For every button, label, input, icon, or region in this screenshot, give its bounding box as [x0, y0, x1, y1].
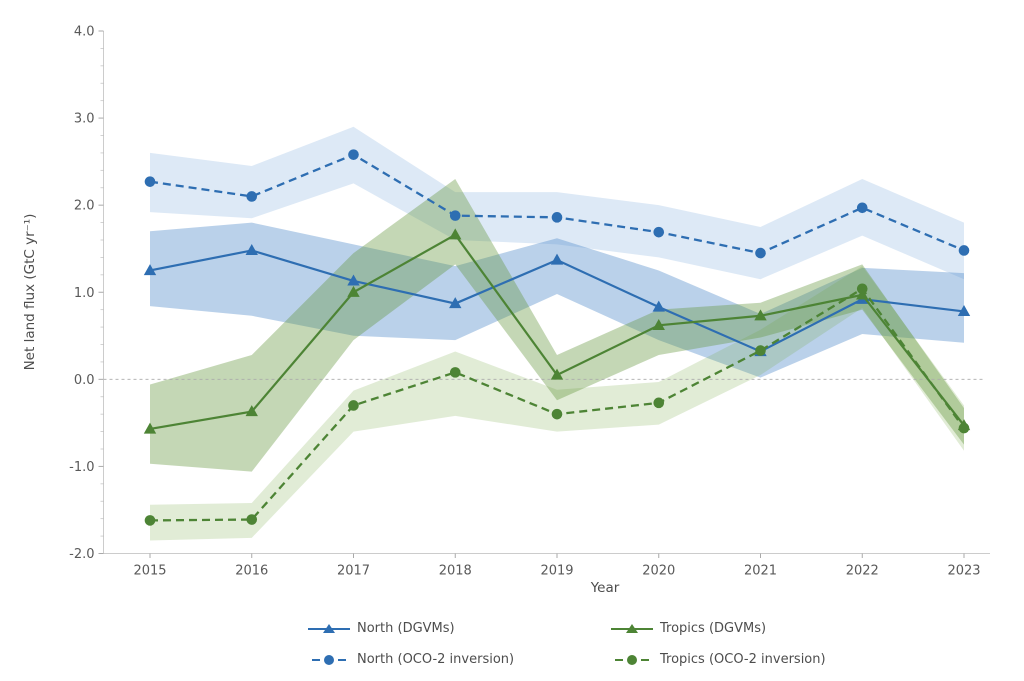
- legend-dash-icon: [615, 659, 623, 661]
- north-oco-2-inversion-point-2022: [856, 202, 868, 214]
- y-tick-label: 4.0: [74, 25, 95, 40]
- north-oco-2-inversion-point-2015: [144, 176, 156, 187]
- tropics-oco-2-inversion-point-2022: [856, 283, 868, 295]
- north-oco-2-inversion-point-2023: [958, 245, 970, 256]
- north-dgvms-point-2023: [957, 305, 971, 317]
- line-chart-plot-area: 4.0 3.0 2.0 1.0 0.0 -1.0 -2.0 2015 2016 2017 2018 2…: [22, 25, 990, 596]
- north-oco-2-inversion-point-2016: [246, 191, 258, 202]
- tropics-oco-2-inversion-point-2017: [348, 400, 359, 411]
- tropics-dgvms-point-2015: [143, 422, 157, 434]
- tropics-oco-2-inversion-point-2020: [653, 397, 665, 409]
- y-axis-title: Net land flux (GtC yr⁻¹): [22, 214, 38, 371]
- y-tick-label: 2.0: [74, 199, 95, 214]
- tropics-oco-2-inversion-point-2019: [551, 408, 563, 420]
- legend-triangle-marker-icon: [626, 624, 638, 633]
- legend-label-tropics-dgvms: Tropics (DGVMs): [660, 621, 767, 636]
- x-tick-label: 2016: [235, 564, 268, 579]
- legend-label-tropics-oco2-inversion: Tropics (OCO-2 inversion): [660, 652, 826, 667]
- x-tick-label: 2019: [540, 564, 573, 579]
- legend-circle-marker-icon: [627, 655, 637, 665]
- north-oco-2-inversion-point-2019: [551, 212, 563, 223]
- tropics-oco-2-inversion-point-2023: [958, 422, 970, 434]
- tropics-oco-2-inversion-point-2015: [144, 515, 156, 526]
- north-dgvms-point-2017: [347, 274, 360, 286]
- tropics-dgvms-point-2016: [245, 405, 258, 417]
- legend-item-tropics-oco2-inversion: Tropics (OCO-2 inversion): [611, 650, 826, 670]
- legend-circle-marker-icon: [324, 655, 334, 665]
- north-dgvms-point-2018: [449, 297, 462, 309]
- legend-dash-icon: [338, 659, 346, 661]
- north-dgvms-point-2019: [550, 253, 564, 265]
- tropics-dgvms-point-2019: [550, 368, 564, 380]
- tropics-oco-2-inversion-uncertainty-band: [150, 266, 964, 541]
- north-oco-2-inversion-point-2018: [449, 210, 461, 221]
- tropics-dgvms-point-2017: [347, 285, 360, 297]
- y-tick-label: -2.0: [69, 547, 94, 562]
- tropics-oco-2-inversion-point-2018: [449, 367, 461, 378]
- x-tick-label: 2018: [439, 564, 472, 579]
- legend-swatch-solid-line-triangle-icon: [308, 623, 350, 636]
- legend-item-tropics-dgvms: Tropics (DGVMs): [611, 619, 826, 639]
- x-tick-label: 2021: [744, 564, 777, 579]
- tropics-oco-2-inversion-point-2021: [755, 345, 766, 356]
- legend-item-north-oco2-inversion: North (OCO-2 inversion): [308, 650, 611, 670]
- y-tick-label: 1.0: [74, 286, 95, 301]
- x-axis-title: Year: [590, 580, 620, 596]
- legend-label-north-dgvms: North (DGVMs): [357, 621, 455, 636]
- tropics-oco-2-inversion-point-2016: [246, 514, 258, 525]
- north-dgvms-point-2020: [652, 300, 665, 312]
- x-tick-label: 2020: [642, 564, 675, 579]
- north-dgvms-point-2016: [245, 244, 258, 256]
- x-tick-label: 2022: [846, 564, 879, 579]
- legend-triangle-marker-icon: [323, 624, 335, 633]
- chart-legend: North (DGVMs) Tropics (DGVMs) North (OCO…: [308, 619, 826, 670]
- north-dgvms-uncertainty-band: [150, 222, 964, 378]
- north-oco-2-inversion-point-2020: [653, 226, 665, 238]
- y-tick-label: -1.0: [69, 460, 94, 475]
- north-dgvms-point-2015: [143, 264, 157, 276]
- tropics-dgvms-point-2021: [754, 309, 767, 321]
- north-oco-2-inversion-point-2021: [755, 247, 766, 259]
- tropics-dgvms-uncertainty-band: [150, 179, 964, 472]
- legend-item-north-dgvms: North (DGVMs): [308, 619, 611, 639]
- x-tick-label: 2017: [337, 564, 370, 579]
- legend-dash-icon: [641, 659, 649, 661]
- tropics-dgvms-point-2018: [449, 228, 462, 240]
- legend-swatch-solid-line-triangle-icon: [611, 623, 653, 636]
- legend-swatch-dashed-line-circle-icon: [611, 655, 653, 665]
- tropics-dgvms-point-2020: [652, 318, 665, 330]
- y-tick-label: 3.0: [74, 112, 95, 127]
- north-oco-2-inversion-point-2017: [348, 149, 359, 160]
- x-tick-label: 2023: [947, 564, 980, 579]
- y-tick-label: 0.0: [74, 373, 95, 388]
- x-tick-label: 2015: [133, 564, 166, 579]
- legend-dash-icon: [312, 659, 320, 661]
- north-oco-2-inversion-uncertainty-band: [150, 126, 964, 280]
- legend-label-north-oco2-inversion: North (OCO-2 inversion): [357, 652, 515, 667]
- legend-swatch-dashed-line-circle-icon: [308, 655, 350, 665]
